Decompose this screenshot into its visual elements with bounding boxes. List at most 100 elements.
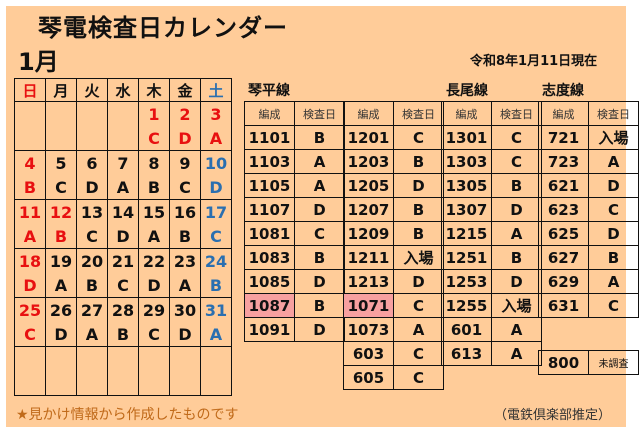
inspection-day-header: 検査日 bbox=[588, 101, 639, 126]
inspection-letter bbox=[76, 371, 108, 396]
table-row: 1303 C bbox=[441, 149, 542, 174]
date-row bbox=[14, 346, 232, 371]
inspection-letter: B bbox=[169, 224, 201, 249]
inspection-letter: C bbox=[138, 126, 170, 151]
day-number: 17 bbox=[200, 199, 232, 224]
day-number: 11 bbox=[14, 199, 46, 224]
inspection-letter: B bbox=[107, 322, 139, 347]
table-row: 603 C bbox=[343, 341, 444, 366]
formation-cell: 1071 bbox=[343, 293, 394, 318]
inspection-day-cell: C bbox=[588, 293, 639, 318]
table-row: 1255 入場 bbox=[441, 293, 542, 318]
day-number: 15 bbox=[138, 199, 170, 224]
table-header: 編成 検査日 bbox=[441, 101, 542, 126]
weekday-header: 日 bbox=[14, 78, 46, 102]
weekday-header-row: 日月火水木金土 bbox=[14, 78, 232, 102]
inspection-day-cell: B bbox=[491, 245, 542, 270]
day-number: 3 bbox=[200, 101, 232, 126]
day-number: 19 bbox=[45, 248, 77, 273]
inspection-day-cell: B bbox=[294, 293, 345, 318]
day-number: 6 bbox=[76, 150, 108, 175]
inspection-day-cell: B bbox=[393, 197, 444, 222]
table-row: 623 C bbox=[538, 197, 639, 222]
inspection-day-cell: D bbox=[294, 269, 345, 294]
inspection-day-cell: D bbox=[294, 197, 345, 222]
inspection-day-cell: A bbox=[491, 341, 542, 366]
date-row: 4 5 6 7 8 9 10 bbox=[14, 150, 232, 175]
note-text: ★見かけ情報から作成したものです bbox=[16, 407, 239, 423]
inspection-letter: A bbox=[138, 224, 170, 249]
formation-cell: 1203 bbox=[343, 149, 394, 174]
day-number: 1 bbox=[138, 101, 170, 126]
formation-cell: 1105 bbox=[244, 173, 295, 198]
inspection-day-cell: C bbox=[294, 221, 345, 246]
inspection-day-cell: B bbox=[393, 221, 444, 246]
formation-cell: 627 bbox=[538, 245, 589, 270]
formation-cell: 601 bbox=[441, 317, 492, 342]
inspection-day-cell: A bbox=[491, 317, 542, 342]
formation-header: 編成 bbox=[538, 101, 589, 126]
formation-cell: 1107 bbox=[244, 197, 295, 222]
table-row: 800 未調査 bbox=[538, 350, 639, 375]
formation-cell: 1201 bbox=[343, 125, 394, 150]
day-number: 9 bbox=[169, 150, 201, 175]
table-row: 1107 D bbox=[244, 197, 345, 222]
day-number: 28 bbox=[107, 297, 139, 322]
inspection-day-cell: C bbox=[393, 341, 444, 366]
date-row: 25 26 27 28 29 30 31 bbox=[14, 297, 232, 322]
weekday-header: 土 bbox=[200, 78, 232, 102]
weekday-header: 月 bbox=[45, 78, 77, 102]
day-number: 25 bbox=[14, 297, 46, 322]
day-number: 12 bbox=[45, 199, 77, 224]
inspection-letter: D bbox=[138, 273, 170, 298]
inspection-day-cell: D bbox=[588, 221, 639, 246]
formation-cell: 1091 bbox=[244, 317, 295, 342]
day-number: 13 bbox=[76, 199, 108, 224]
kotohira-table-1: 編成 検査日 1101 B 1103 A 1105 A 1107 D 1081 C 1083 B 1085 D… bbox=[244, 101, 345, 342]
inspection-day-cell: C bbox=[393, 365, 444, 390]
nagao-table: 編成 検査日 1301 C 1303 C 1305 B 1307 D 1215 A 1251 B 1253 D… bbox=[441, 101, 542, 366]
formation-cell: 1215 bbox=[441, 221, 492, 246]
formation-cell: 1307 bbox=[441, 197, 492, 222]
inspection-letter bbox=[107, 371, 139, 396]
inspection-letter bbox=[76, 126, 108, 151]
inspection-letter bbox=[107, 126, 139, 151]
inspection-day-cell: B bbox=[294, 125, 345, 150]
day-number bbox=[45, 346, 77, 371]
inspection-day-cell: B bbox=[588, 245, 639, 270]
formation-cell: 625 bbox=[538, 221, 589, 246]
table-row: 1205 D bbox=[343, 173, 444, 198]
inspection-letter bbox=[45, 371, 77, 396]
table-row: 1203 B bbox=[343, 149, 444, 174]
section-nagao: 長尾線 bbox=[446, 83, 488, 99]
extra-800-table: 800 未調査 bbox=[538, 350, 639, 375]
inspection-letter: B bbox=[76, 273, 108, 298]
inspection-letter: D bbox=[200, 175, 232, 200]
day-number: 10 bbox=[200, 150, 232, 175]
formation-cell: 1251 bbox=[441, 245, 492, 270]
inspection-day-cell: A bbox=[491, 221, 542, 246]
formation-cell: 721 bbox=[538, 125, 589, 150]
day-number: 20 bbox=[76, 248, 108, 273]
inspection-day-cell: D bbox=[393, 173, 444, 198]
table-row: 621 D bbox=[538, 173, 639, 198]
day-number: 30 bbox=[169, 297, 201, 322]
formation-cell: 1101 bbox=[244, 125, 295, 150]
kotohira-table-2: 編成 検査日 1201 C 1203 B 1205 D 1207 B 1209 B 1211 入場 1213… bbox=[343, 101, 444, 390]
weekday-header: 金 bbox=[169, 78, 201, 102]
formation-cell: 1103 bbox=[244, 149, 295, 174]
weekday-header: 木 bbox=[138, 78, 170, 102]
inspection-letter: C bbox=[107, 273, 139, 298]
inspection-day-cell: B bbox=[393, 149, 444, 174]
day-number: 26 bbox=[45, 297, 77, 322]
calendar-table: 日月火水木金土 1 2 3 C D A 4 5 6 7 8 9 10 B C D A B C D 11 12 13 14 15 16… bbox=[14, 78, 232, 396]
formation-cell: 1207 bbox=[343, 197, 394, 222]
table-row: 601 A bbox=[441, 317, 542, 342]
day-number: 27 bbox=[76, 297, 108, 322]
formation-header: 編成 bbox=[244, 101, 295, 126]
table-header: 編成 検査日 bbox=[244, 101, 345, 126]
